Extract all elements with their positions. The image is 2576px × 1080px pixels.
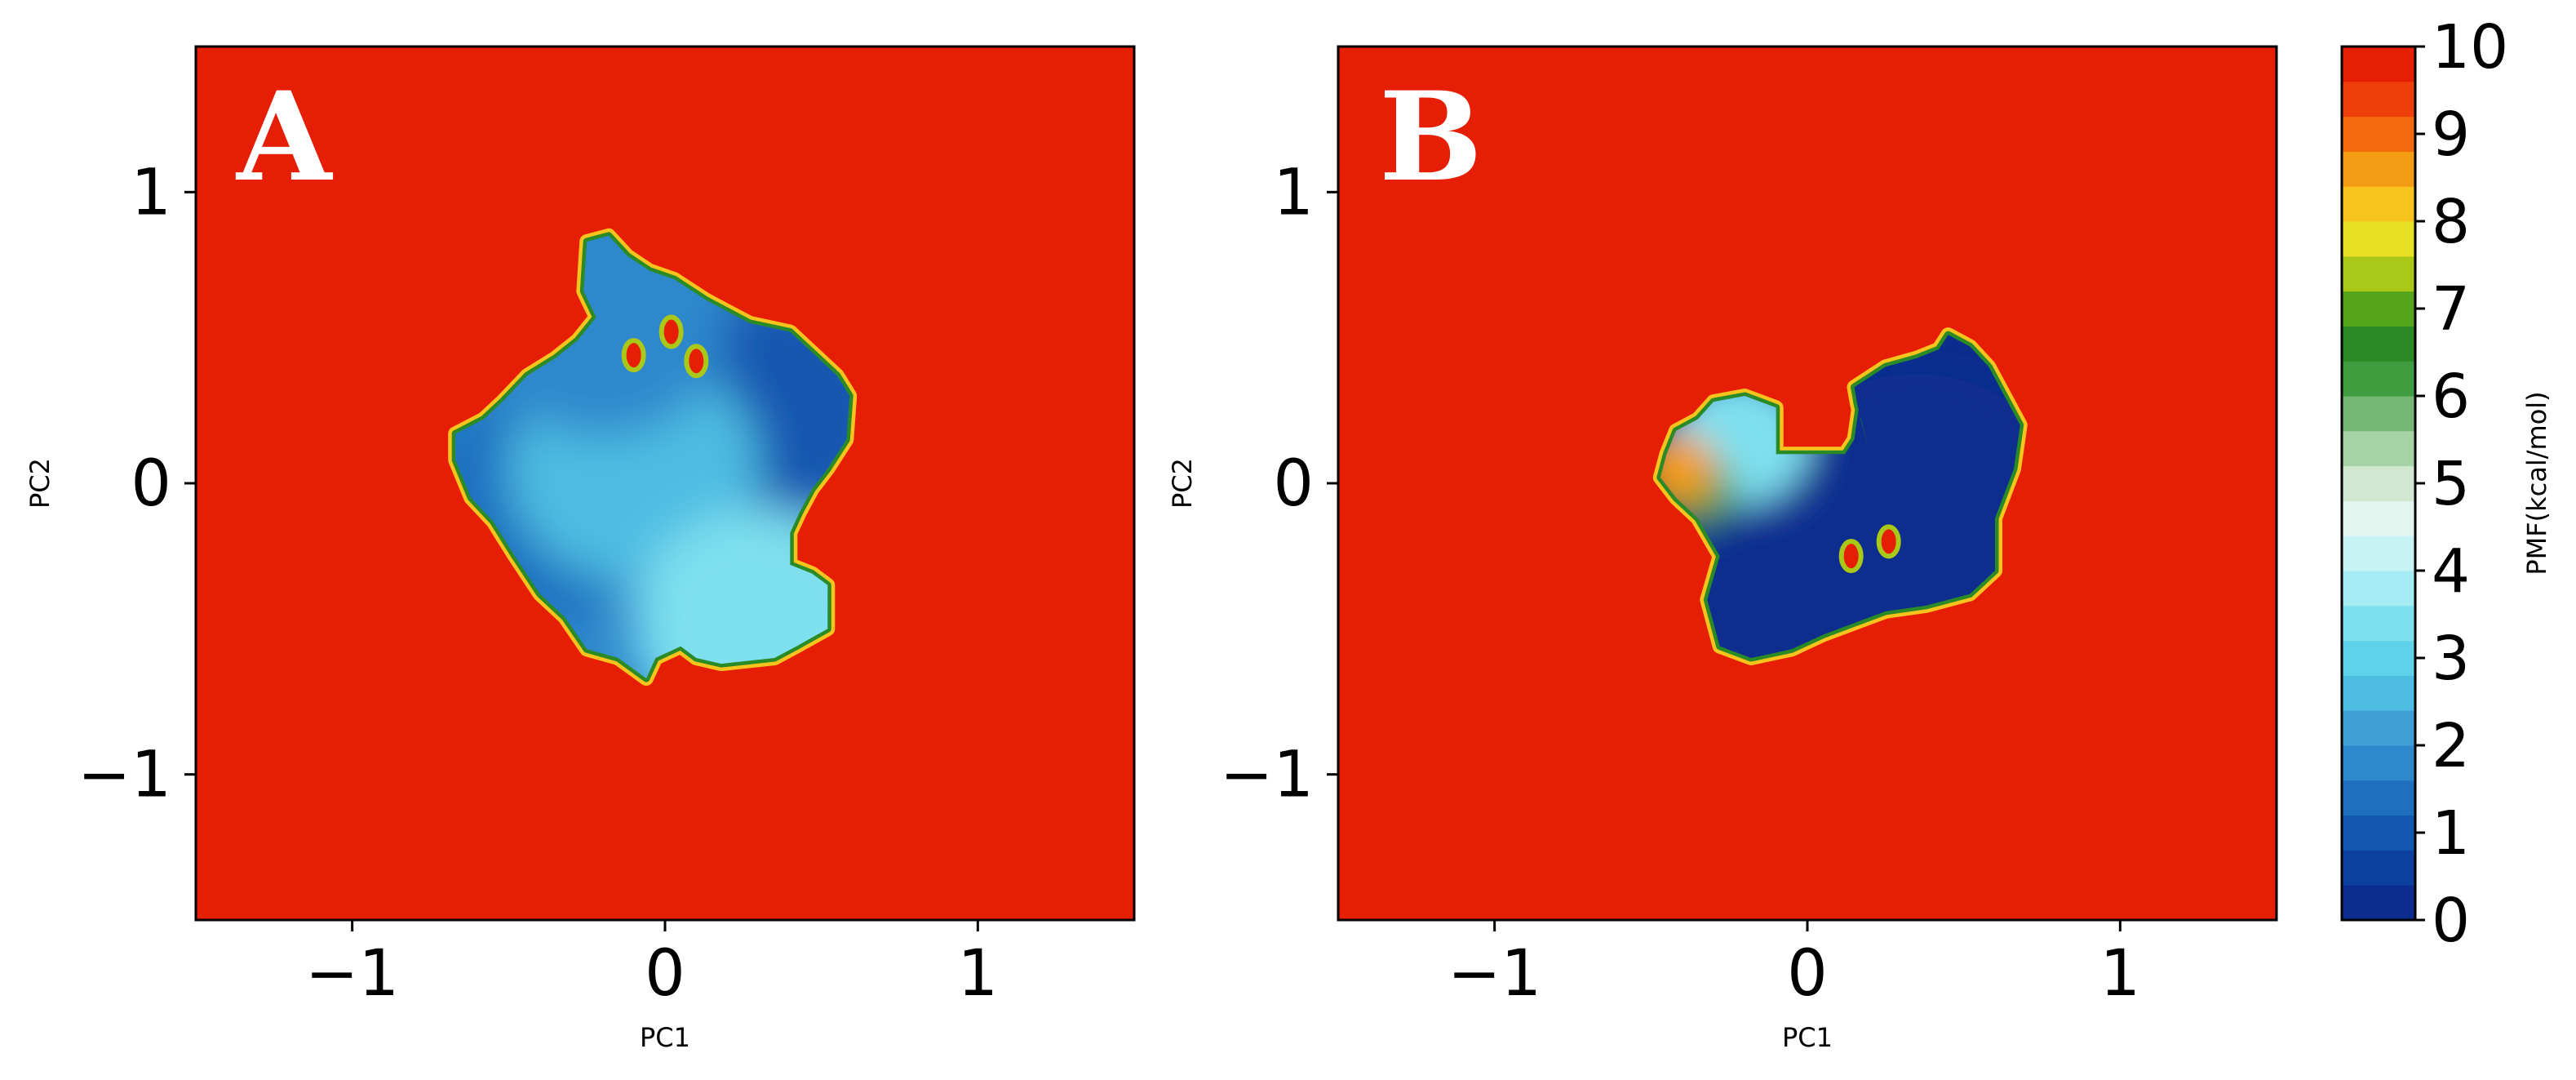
pmf-island xyxy=(684,344,709,379)
x-axis-label: PC1 xyxy=(640,1022,690,1053)
y-tick-label: −1 xyxy=(1220,739,1314,812)
y-tick-label: 1 xyxy=(1273,156,1314,229)
colorbar-band xyxy=(2342,186,2415,222)
pmf-island xyxy=(658,314,684,349)
colorbar-band xyxy=(2342,116,2415,152)
colorbar-band xyxy=(2342,465,2415,501)
colorbar-band xyxy=(2342,361,2415,397)
colorbar-band xyxy=(2342,710,2415,746)
panel-letter: B xyxy=(1379,65,1483,209)
pmf-island xyxy=(1876,524,1901,559)
colorbar: 0 1 2 3 4 5 6 7 8 9 10 PMF(kcal/mol) xyxy=(2340,12,2552,956)
x-tick-label: −1 xyxy=(305,937,399,1011)
colorbar-tick-label: 3 xyxy=(2432,624,2470,694)
colorbar-band xyxy=(2342,571,2415,607)
colorbar-band xyxy=(2342,885,2415,921)
colorbar-tick-label: 10 xyxy=(2432,12,2508,82)
colorbar-band xyxy=(2342,430,2415,467)
colorbar-tick-label: 4 xyxy=(2432,536,2470,607)
y-tick-label: −1 xyxy=(78,739,171,812)
colorbar-tick-label: 2 xyxy=(2432,711,2470,781)
colorbar-band xyxy=(2342,221,2415,257)
x-tick-label: 0 xyxy=(645,937,685,1011)
pmf-island xyxy=(621,338,646,373)
x-tick-label: 0 xyxy=(1787,937,1828,1011)
colorbar-band xyxy=(2342,745,2415,781)
colorbar-band xyxy=(2342,605,2415,642)
panel-letter: A xyxy=(235,65,334,209)
colorbar-band xyxy=(2342,81,2415,118)
colorbar-band xyxy=(2342,151,2415,187)
colorbar-band xyxy=(2342,47,2415,82)
x-axis-label: PC1 xyxy=(1782,1022,1833,1053)
x-tick-label: 1 xyxy=(958,937,999,1011)
colorbar-band xyxy=(2342,256,2415,292)
y-axis-label: PC2 xyxy=(1167,458,1198,509)
colorbar-band xyxy=(2342,780,2415,816)
colorbar-band xyxy=(2342,396,2415,432)
pmf-region xyxy=(1660,432,1717,506)
y-axis-label: PC2 xyxy=(24,458,55,509)
colorbar-band xyxy=(2342,640,2415,676)
pmf-island xyxy=(1838,539,1864,574)
colorbar-tick-label: 6 xyxy=(2432,362,2470,432)
colorbar-tick-label: 0 xyxy=(2432,886,2470,956)
y-tick-label: 0 xyxy=(131,447,171,521)
colorbar-tick-label: 7 xyxy=(2432,274,2470,344)
colorbar-band xyxy=(2342,850,2415,886)
colorbar-tick-label: 9 xyxy=(2432,100,2470,170)
colorbar-tick-label: 5 xyxy=(2432,449,2470,519)
y-tick-label: 0 xyxy=(1273,447,1314,521)
colorbar-band xyxy=(2342,500,2415,536)
x-tick-label: 1 xyxy=(2100,937,2141,1011)
colorbar-band xyxy=(2342,326,2415,362)
colorbar-band xyxy=(2342,291,2415,327)
colorbar-band xyxy=(2342,815,2415,851)
y-tick-label: 1 xyxy=(131,156,171,229)
panel-a: −1 0 1 −1 0 1 PC1 PC2 A xyxy=(24,45,1136,1053)
colorbar-label: PMF(kcal/mol) xyxy=(2521,391,2552,575)
x-tick-label: −1 xyxy=(1448,937,1541,1011)
colorbar-band xyxy=(2342,536,2415,571)
colorbar-tick-label: 8 xyxy=(2432,187,2470,257)
panel-b: −1 0 1 −1 0 1 PC1 PC2 B xyxy=(1167,45,2278,1053)
colorbar-band xyxy=(2342,675,2415,711)
colorbar-tick-label: 1 xyxy=(2432,798,2470,869)
